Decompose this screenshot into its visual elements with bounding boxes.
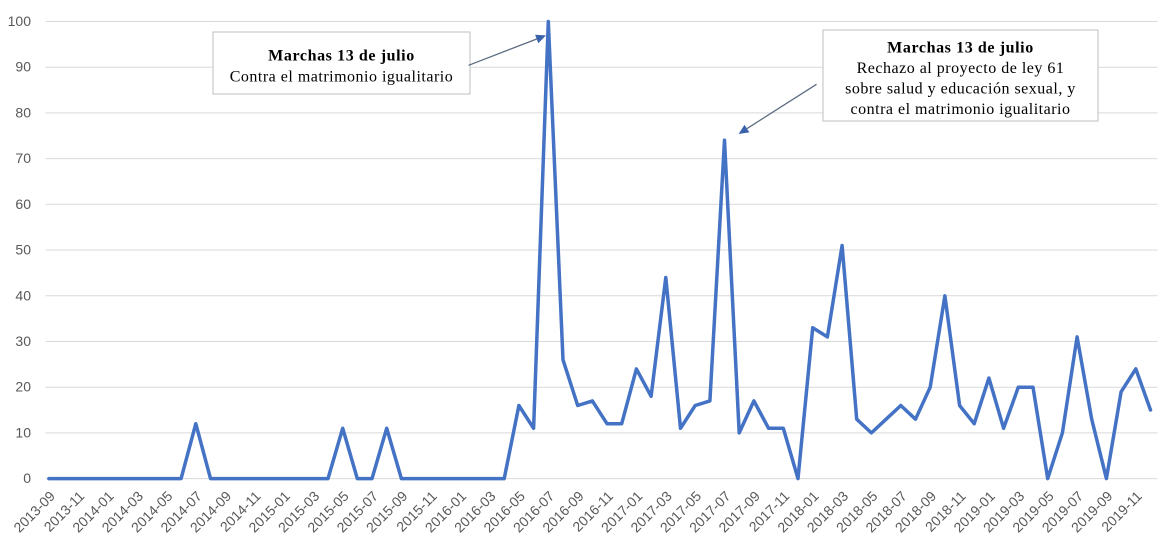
svg-text:50: 50 xyxy=(15,242,31,258)
svg-text:Rechazo al proyecto de ley 61: Rechazo al proyecto de ley 61 xyxy=(857,60,1065,77)
svg-text:Marchas 13 de julio: Marchas 13 de julio xyxy=(268,48,415,65)
svg-text:sobre salud y educación sexual: sobre salud y educación sexual, y xyxy=(845,81,1076,98)
svg-text:90: 90 xyxy=(15,59,31,75)
svg-text:10: 10 xyxy=(15,424,31,440)
svg-text:40: 40 xyxy=(15,287,31,303)
svg-text:Marchas 13 de julio: Marchas 13 de julio xyxy=(887,40,1034,57)
svg-text:0: 0 xyxy=(23,470,31,486)
svg-text:60: 60 xyxy=(15,196,31,212)
svg-text:80: 80 xyxy=(15,104,31,120)
svg-text:100: 100 xyxy=(8,13,32,29)
svg-text:20: 20 xyxy=(15,379,31,395)
svg-text:70: 70 xyxy=(15,150,31,166)
svg-text:contra el matrimonio igualitar: contra el matrimonio igualitario xyxy=(851,101,1071,118)
svg-text:30: 30 xyxy=(15,333,31,349)
svg-text:Contra el matrimonio igualitar: Contra el matrimonio igualitario xyxy=(230,69,454,86)
